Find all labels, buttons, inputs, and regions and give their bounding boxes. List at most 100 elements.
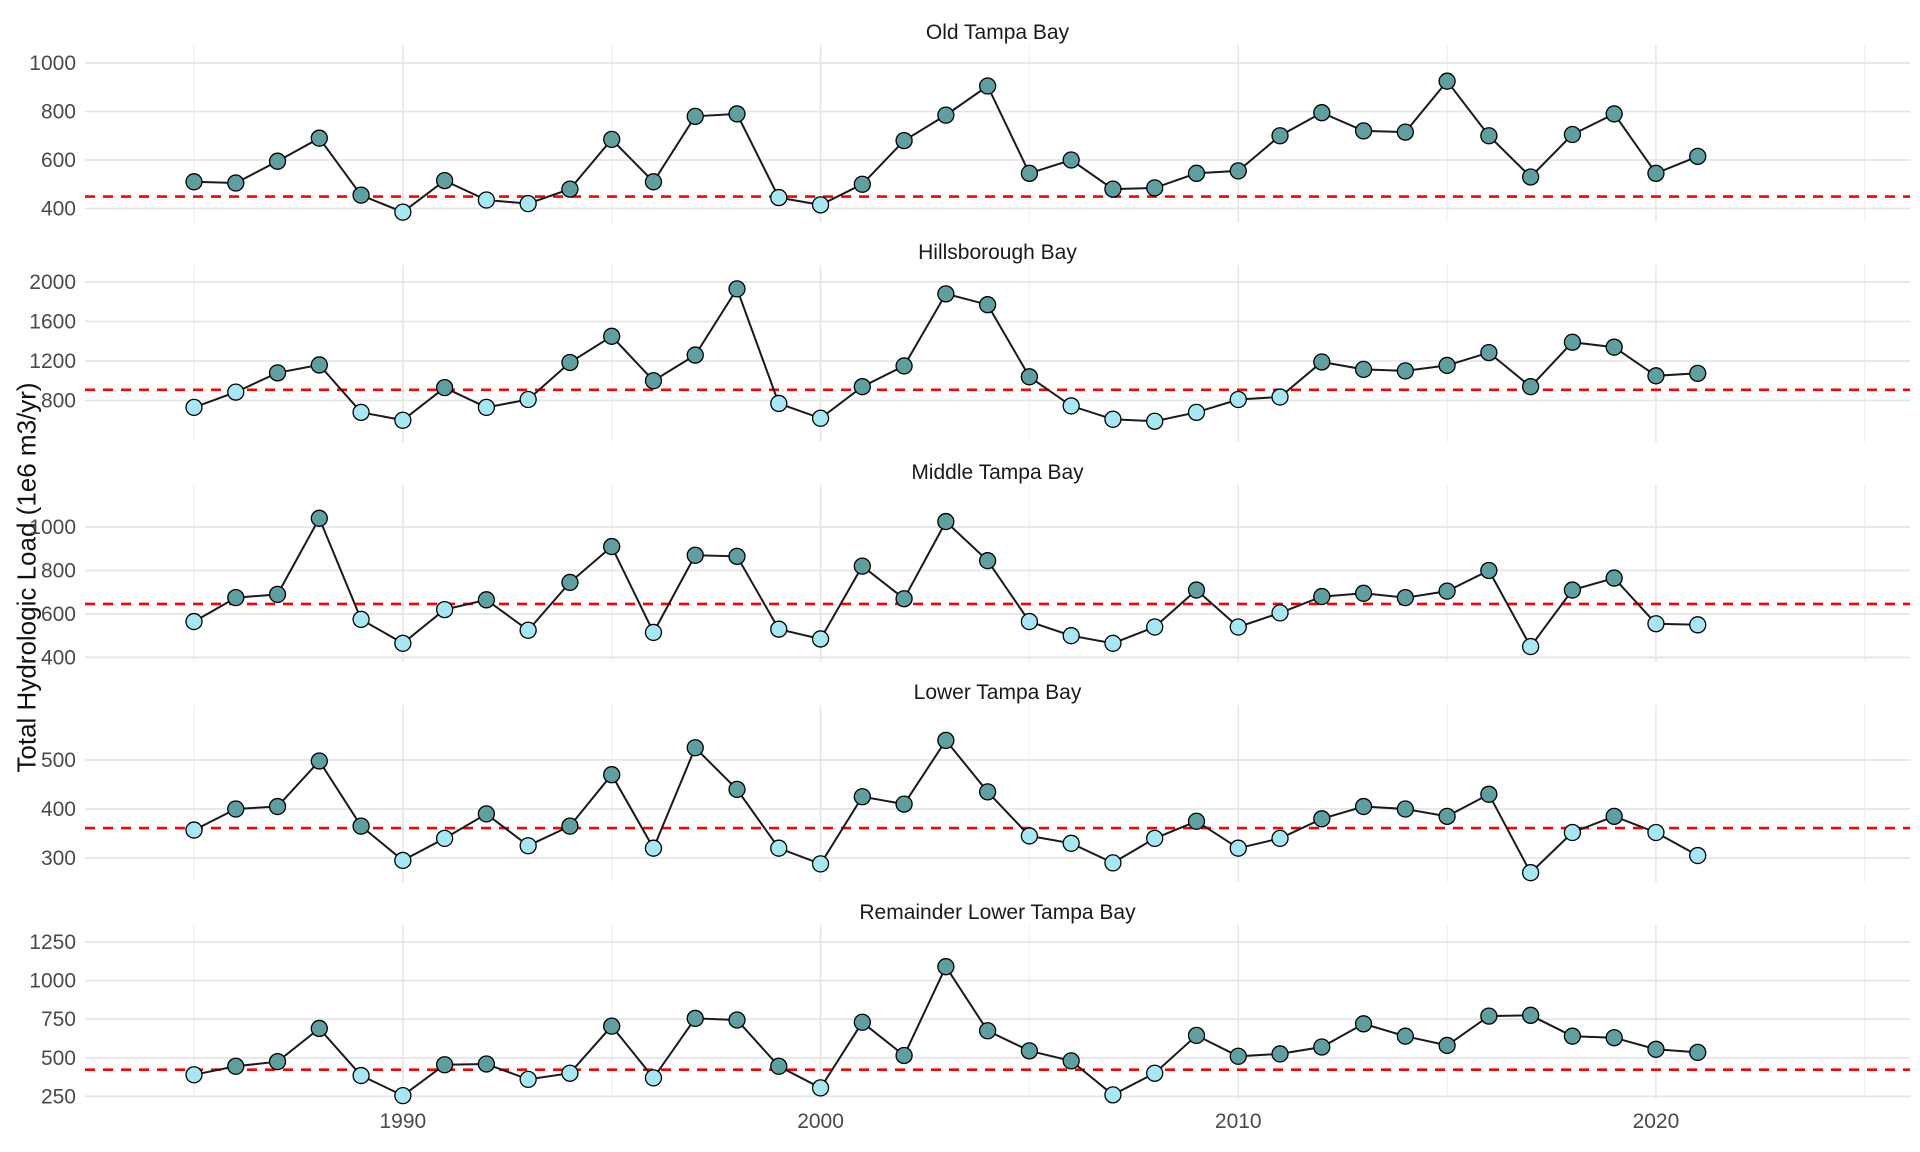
data-point bbox=[770, 188, 788, 207]
data-point bbox=[1271, 1045, 1289, 1063]
data-point bbox=[978, 552, 997, 570]
y-tick-label: 300 bbox=[41, 847, 76, 870]
data-point bbox=[394, 634, 412, 652]
data-point bbox=[978, 77, 997, 95]
y-tick-label: 1250 bbox=[29, 931, 76, 954]
data-point bbox=[1313, 104, 1331, 122]
data-point bbox=[1062, 151, 1080, 169]
data-point bbox=[435, 829, 454, 848]
y-tick-label: 1200 bbox=[29, 350, 76, 373]
data-point bbox=[1354, 584, 1373, 602]
data-point bbox=[603, 327, 621, 345]
y-tick-label: 2000 bbox=[29, 271, 76, 294]
data-point bbox=[561, 353, 579, 372]
data-point bbox=[1563, 581, 1582, 599]
data-point bbox=[1187, 164, 1206, 182]
data-point bbox=[1020, 827, 1039, 845]
data-point bbox=[1563, 823, 1582, 842]
data-point bbox=[1521, 637, 1540, 656]
data-point bbox=[1521, 1006, 1540, 1024]
data-point bbox=[1521, 168, 1540, 186]
data-point bbox=[603, 766, 621, 784]
data-point bbox=[1229, 390, 1247, 409]
data-point bbox=[1271, 127, 1289, 145]
data-point bbox=[728, 780, 746, 799]
data-point bbox=[1480, 343, 1498, 362]
data-point bbox=[185, 398, 203, 417]
data-point bbox=[227, 1057, 245, 1075]
data-point bbox=[644, 839, 663, 857]
data-point bbox=[268, 585, 287, 604]
data-point bbox=[1313, 810, 1331, 828]
data-point bbox=[394, 203, 412, 221]
data-point bbox=[1313, 1038, 1331, 1056]
x-tick-label: 2010 bbox=[1215, 1110, 1262, 1133]
y-tick-label: 400 bbox=[41, 798, 76, 821]
panel-title: Middle Tampa Bay bbox=[911, 461, 1084, 484]
data-point bbox=[435, 379, 454, 397]
data-point bbox=[1271, 388, 1289, 406]
data-point bbox=[811, 630, 830, 648]
data-point bbox=[1438, 72, 1456, 90]
data-point bbox=[1563, 125, 1582, 144]
data-point bbox=[185, 821, 203, 839]
data-point bbox=[1689, 846, 1707, 865]
x-tick-label: 2020 bbox=[1633, 1110, 1680, 1133]
data-point bbox=[227, 174, 245, 192]
data-point bbox=[1396, 589, 1414, 607]
data-point bbox=[1689, 147, 1707, 166]
data-point bbox=[811, 196, 830, 214]
data-point bbox=[937, 106, 955, 124]
y-tick-label: 1000 bbox=[29, 516, 76, 539]
data-point bbox=[435, 171, 454, 190]
data-point bbox=[561, 1064, 579, 1082]
y-tick-label: 750 bbox=[41, 1008, 76, 1031]
data-point bbox=[519, 390, 537, 409]
data-point bbox=[1146, 1064, 1164, 1082]
data-point bbox=[770, 839, 788, 857]
data-point bbox=[352, 610, 370, 629]
data-point bbox=[895, 795, 913, 813]
data-point bbox=[1104, 410, 1122, 428]
y-tick-label: 1600 bbox=[29, 310, 76, 333]
data-point bbox=[310, 509, 328, 527]
data-point bbox=[1480, 1007, 1498, 1025]
data-point bbox=[1689, 1043, 1707, 1062]
data-point bbox=[1480, 785, 1498, 803]
data-point bbox=[394, 411, 412, 429]
data-point bbox=[1020, 612, 1039, 631]
data-point bbox=[185, 612, 203, 631]
data-point bbox=[1104, 634, 1122, 652]
data-point bbox=[561, 180, 579, 198]
data-point bbox=[1689, 616, 1707, 634]
data-point bbox=[895, 1046, 913, 1065]
data-point bbox=[1354, 122, 1373, 140]
data-point bbox=[686, 546, 704, 564]
data-point bbox=[561, 817, 579, 835]
data-point bbox=[394, 1086, 412, 1105]
data-point bbox=[1313, 353, 1331, 371]
y-tick-label: 800 bbox=[41, 100, 76, 123]
series-line bbox=[193, 79, 1699, 214]
data-point bbox=[937, 512, 955, 531]
data-point bbox=[1480, 561, 1498, 580]
y-tick-label: 400 bbox=[41, 197, 76, 220]
data-point bbox=[227, 800, 245, 818]
data-point bbox=[895, 357, 913, 375]
data-point bbox=[1104, 854, 1122, 872]
data-point bbox=[1146, 179, 1164, 197]
x-tick-label: 2000 bbox=[797, 1110, 844, 1133]
data-point bbox=[603, 130, 621, 149]
data-point bbox=[1020, 164, 1039, 182]
data-point bbox=[1354, 797, 1373, 816]
data-point bbox=[1062, 834, 1080, 852]
data-point bbox=[686, 346, 704, 364]
data-point bbox=[1271, 829, 1289, 848]
data-point bbox=[770, 620, 788, 638]
data-point bbox=[770, 1057, 788, 1075]
data-point bbox=[185, 1066, 203, 1084]
data-point bbox=[644, 623, 663, 642]
data-point bbox=[185, 173, 203, 191]
data-point bbox=[853, 1013, 871, 1031]
data-point bbox=[1020, 1042, 1039, 1060]
